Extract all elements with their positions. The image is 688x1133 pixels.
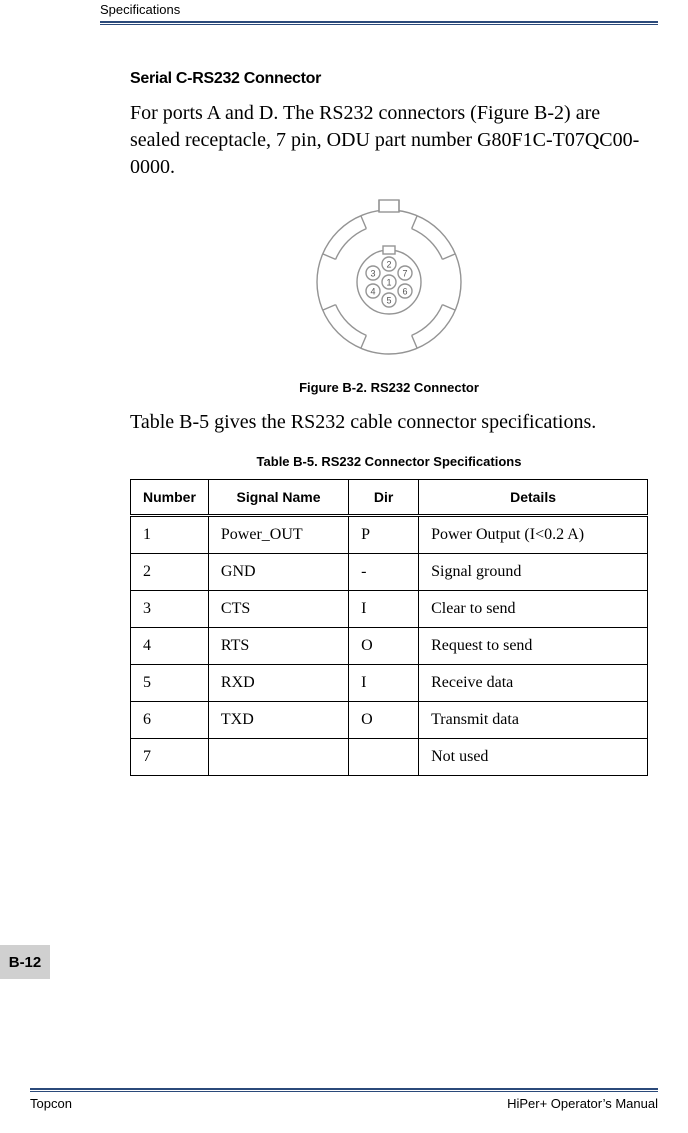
connector-diagram: 1 2 3 4 5 6 7 <box>299 197 479 367</box>
table-cell: I <box>349 665 419 702</box>
table-header-row: Number Signal Name Dir Details <box>131 480 648 516</box>
table-cell: 4 <box>131 628 209 665</box>
figure-connector: 1 2 3 4 5 6 7 <box>130 197 648 372</box>
table-cell <box>208 739 348 776</box>
col-number: Number <box>131 480 209 516</box>
table-cell: Power_OUT <box>208 516 348 554</box>
table-cell: RXD <box>208 665 348 702</box>
table-caption: Table B-5. RS232 Connector Specification… <box>130 454 648 469</box>
table-cell: P <box>349 516 419 554</box>
table-cell: GND <box>208 554 348 591</box>
table-cell: Not used <box>419 739 648 776</box>
table-cell: Transmit data <box>419 702 648 739</box>
svg-text:3: 3 <box>370 269 375 279</box>
table-cell: O <box>349 628 419 665</box>
table-cell: 1 <box>131 516 209 554</box>
table-cell: I <box>349 591 419 628</box>
table-cell: - <box>349 554 419 591</box>
svg-text:2: 2 <box>386 260 391 270</box>
table-cell: RTS <box>208 628 348 665</box>
table-row: 7 Not used <box>131 739 648 776</box>
section-paragraph: For ports A and D. The RS232 connectors … <box>130 100 648 181</box>
page-header: Specifications <box>100 2 658 25</box>
table-cell: 6 <box>131 702 209 739</box>
table-cell: 7 <box>131 739 209 776</box>
footer-row: Topcon HiPer+ Operator’s Manual <box>30 1096 658 1111</box>
page-content: Serial C-RS232 Connector For ports A and… <box>130 70 648 776</box>
table-row: 4RTSORequest to send <box>131 628 648 665</box>
table-cell: Signal ground <box>419 554 648 591</box>
table-intro: Table B-5 gives the RS232 cable connecto… <box>130 409 648 436</box>
footer-left: Topcon <box>30 1096 72 1111</box>
svg-text:7: 7 <box>402 269 407 279</box>
header-title: Specifications <box>100 2 658 17</box>
table-cell: CTS <box>208 591 348 628</box>
header-rule <box>100 21 658 25</box>
table-cell <box>349 739 419 776</box>
col-signal: Signal Name <box>208 480 348 516</box>
footer-rule <box>30 1088 658 1092</box>
spec-table: Number Signal Name Dir Details 1Power_OU… <box>130 479 648 776</box>
col-dir: Dir <box>349 480 419 516</box>
svg-text:5: 5 <box>386 296 391 306</box>
page-footer: Topcon HiPer+ Operator’s Manual <box>30 1088 658 1111</box>
svg-text:4: 4 <box>370 287 375 297</box>
table-cell: 2 <box>131 554 209 591</box>
figure-caption: Figure B-2. RS232 Connector <box>130 380 648 395</box>
table-cell: TXD <box>208 702 348 739</box>
table-cell: Power Output (I<0.2 A) <box>419 516 648 554</box>
table-row: 2GND-Signal ground <box>131 554 648 591</box>
table-row: 1Power_OUTPPower Output (I<0.2 A) <box>131 516 648 554</box>
table-cell: 5 <box>131 665 209 702</box>
table-cell: Clear to send <box>419 591 648 628</box>
table-row: 5RXDIReceive data <box>131 665 648 702</box>
table-row: 3CTSIClear to send <box>131 591 648 628</box>
svg-text:6: 6 <box>402 287 407 297</box>
table-cell: 3 <box>131 591 209 628</box>
svg-text:1: 1 <box>386 278 391 288</box>
col-details: Details <box>419 480 648 516</box>
table-cell: Receive data <box>419 665 648 702</box>
table-row: 6TXDOTransmit data <box>131 702 648 739</box>
footer-right: HiPer+ Operator’s Manual <box>507 1096 658 1111</box>
table-cell: Request to send <box>419 628 648 665</box>
table-cell: O <box>349 702 419 739</box>
section-heading: Serial C-RS232 Connector <box>130 70 648 88</box>
page-number-tab: B-12 <box>0 945 50 979</box>
